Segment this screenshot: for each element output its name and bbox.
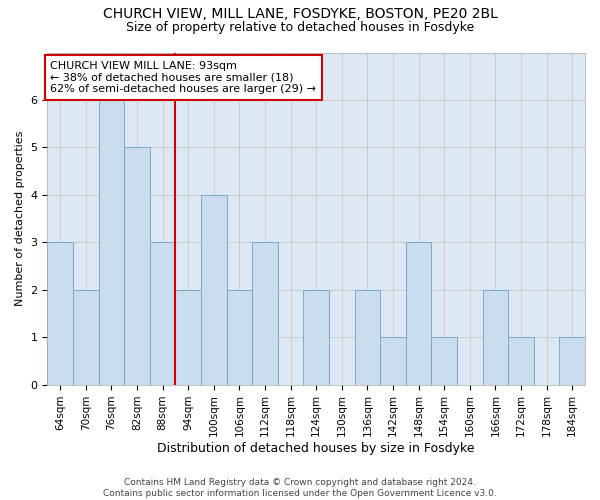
Bar xyxy=(150,242,175,384)
Bar xyxy=(47,242,73,384)
Bar xyxy=(73,290,98,384)
Bar xyxy=(304,290,329,384)
Bar xyxy=(201,195,227,384)
Bar xyxy=(252,242,278,384)
Text: CHURCH VIEW MILL LANE: 93sqm
← 38% of detached houses are smaller (18)
62% of se: CHURCH VIEW MILL LANE: 93sqm ← 38% of de… xyxy=(50,61,316,94)
Bar xyxy=(380,337,406,384)
Bar xyxy=(482,290,508,384)
Bar xyxy=(559,337,585,384)
Bar xyxy=(508,337,534,384)
Bar xyxy=(431,337,457,384)
Bar xyxy=(98,100,124,384)
Text: Contains HM Land Registry data © Crown copyright and database right 2024.
Contai: Contains HM Land Registry data © Crown c… xyxy=(103,478,497,498)
Bar xyxy=(406,242,431,384)
Bar xyxy=(124,148,150,384)
Text: Size of property relative to detached houses in Fosdyke: Size of property relative to detached ho… xyxy=(126,21,474,34)
Bar xyxy=(355,290,380,384)
Text: CHURCH VIEW, MILL LANE, FOSDYKE, BOSTON, PE20 2BL: CHURCH VIEW, MILL LANE, FOSDYKE, BOSTON,… xyxy=(103,8,497,22)
X-axis label: Distribution of detached houses by size in Fosdyke: Distribution of detached houses by size … xyxy=(157,442,475,455)
Bar xyxy=(175,290,201,384)
Y-axis label: Number of detached properties: Number of detached properties xyxy=(15,131,25,306)
Bar xyxy=(227,290,252,384)
